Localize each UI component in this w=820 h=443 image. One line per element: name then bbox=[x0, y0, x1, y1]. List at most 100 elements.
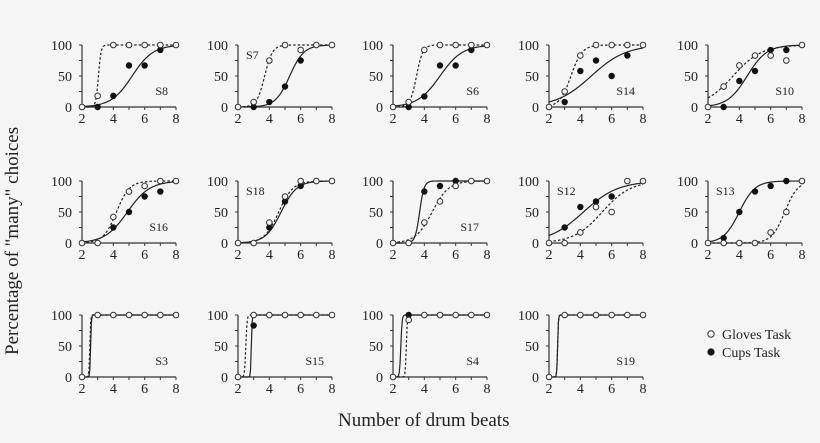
gloves-data-point bbox=[577, 52, 584, 59]
subject-label: S19 bbox=[616, 354, 635, 368]
gloves-data-point bbox=[468, 311, 475, 319]
x-tick-label: 8 bbox=[799, 248, 806, 263]
y-tick-label: 0 bbox=[532, 237, 539, 252]
x-tick-label: 4 bbox=[577, 382, 584, 397]
y-tick-label: 0 bbox=[376, 371, 383, 386]
subject-label: S12 bbox=[557, 184, 576, 198]
cups-fit-curve bbox=[707, 44, 803, 107]
x-tick-label: 4 bbox=[421, 382, 428, 397]
gloves-data-point bbox=[561, 239, 568, 247]
cups-data-point bbox=[783, 177, 790, 185]
gloves-data-point bbox=[736, 239, 743, 247]
x-tick-label: 6 bbox=[297, 112, 304, 127]
gloves-fit-curve bbox=[82, 44, 176, 108]
cups-data-point bbox=[592, 198, 600, 205]
x-tick-label: 4 bbox=[736, 248, 743, 263]
gloves-data-point bbox=[483, 311, 491, 319]
gloves-data-point bbox=[157, 41, 164, 49]
gloves-data-point bbox=[78, 103, 86, 111]
cups-data-point bbox=[110, 92, 117, 100]
x-tick-label: 8 bbox=[484, 248, 491, 263]
y-tick-label: 100 bbox=[518, 39, 539, 54]
x-tick-label: 4 bbox=[577, 248, 584, 263]
cups-data-point bbox=[452, 62, 459, 69]
gloves-data-point bbox=[389, 239, 397, 247]
x-tick-label: 6 bbox=[141, 112, 148, 127]
cups-data-point bbox=[751, 67, 759, 75]
gloves-data-point bbox=[266, 57, 273, 64]
x-tick-label: 6 bbox=[297, 248, 304, 263]
cups-data-point bbox=[452, 177, 459, 185]
x-tick-label: 6 bbox=[141, 248, 148, 263]
x-tick-label: 4 bbox=[421, 112, 428, 127]
gloves-data-point bbox=[720, 239, 727, 247]
cups-data-point bbox=[736, 77, 743, 85]
gloves-data-point bbox=[266, 219, 273, 226]
subject-label: S14 bbox=[616, 84, 635, 98]
gloves-data-point bbox=[624, 311, 631, 319]
y-tick-label: 50 bbox=[58, 70, 72, 85]
cups-data-point bbox=[577, 203, 584, 211]
gloves-data-point bbox=[720, 83, 727, 90]
cups-data-point bbox=[436, 62, 444, 69]
y-tick-label: 50 bbox=[214, 70, 228, 85]
x-tick-label: 2 bbox=[390, 248, 397, 263]
y-tick-label: 50 bbox=[58, 340, 72, 355]
x-tick-label: 4 bbox=[577, 112, 584, 127]
cups-data-point bbox=[608, 72, 615, 80]
subject-label: S6 bbox=[466, 84, 479, 98]
gloves-data-point bbox=[125, 188, 133, 195]
gloves-data-point bbox=[250, 239, 257, 247]
gloves-data-point bbox=[172, 311, 180, 319]
panel-s7: 2 4 6 8 0 50 100 S7 bbox=[207, 39, 336, 127]
x-tick-label: 6 bbox=[608, 382, 615, 397]
y-tick-label: 0 bbox=[65, 237, 72, 252]
gloves-data-point bbox=[297, 46, 304, 54]
x-tick-label: 2 bbox=[546, 112, 553, 127]
gloves-data-point bbox=[452, 41, 459, 49]
y-tick-label: 100 bbox=[51, 309, 72, 324]
gloves-data-point bbox=[436, 41, 444, 49]
panel-s17: 2 4 6 8 0 50 100 S17 bbox=[362, 175, 491, 263]
cups-data-point bbox=[281, 198, 289, 205]
gloves-data-point bbox=[141, 41, 148, 49]
gloves-data-point bbox=[608, 41, 615, 49]
subject-label: S13 bbox=[716, 184, 735, 198]
gloves-data-point bbox=[78, 239, 86, 247]
cups-data-point bbox=[608, 193, 615, 200]
x-tick-label: 8 bbox=[329, 382, 336, 397]
gloves-data-point bbox=[639, 41, 647, 49]
gloves-data-point bbox=[141, 182, 148, 190]
gloves-data-point bbox=[545, 239, 553, 247]
subject-label: S3 bbox=[155, 354, 168, 368]
x-tick-label: 2 bbox=[79, 382, 86, 397]
x-tick-label: 6 bbox=[452, 382, 459, 397]
x-tick-label: 2 bbox=[79, 112, 86, 127]
x-tick-label: 6 bbox=[452, 112, 459, 127]
gloves-data-point bbox=[577, 311, 584, 319]
x-tick-label: 8 bbox=[173, 112, 180, 127]
gloves-data-point bbox=[483, 41, 491, 49]
x-tick-label: 6 bbox=[608, 248, 615, 263]
x-tick-label: 4 bbox=[421, 248, 428, 263]
y-tick-label: 50 bbox=[369, 70, 383, 85]
y-tick-label: 50 bbox=[525, 70, 539, 85]
gloves-data-point bbox=[328, 41, 336, 49]
cups-data-point bbox=[421, 188, 428, 195]
x-tick-label: 8 bbox=[484, 112, 491, 127]
gloves-data-point bbox=[125, 311, 133, 319]
panel-s12: 2 4 6 8 0 50 100 S12 bbox=[518, 175, 647, 263]
gloves-data-point bbox=[483, 177, 491, 185]
gloves-data-point bbox=[281, 41, 289, 49]
gloves-data-point bbox=[624, 177, 631, 185]
subject-label: S10 bbox=[775, 84, 794, 98]
gloves-data-point bbox=[608, 311, 615, 319]
y-tick-label: 100 bbox=[207, 39, 228, 54]
x-tick-label: 6 bbox=[608, 112, 615, 127]
gloves-data-point bbox=[452, 182, 459, 190]
gloves-data-point bbox=[704, 239, 712, 247]
x-tick-label: 8 bbox=[484, 382, 491, 397]
gloves-data-point bbox=[592, 311, 600, 319]
y-tick-label: 100 bbox=[51, 39, 72, 54]
cups-data-point bbox=[297, 182, 304, 190]
